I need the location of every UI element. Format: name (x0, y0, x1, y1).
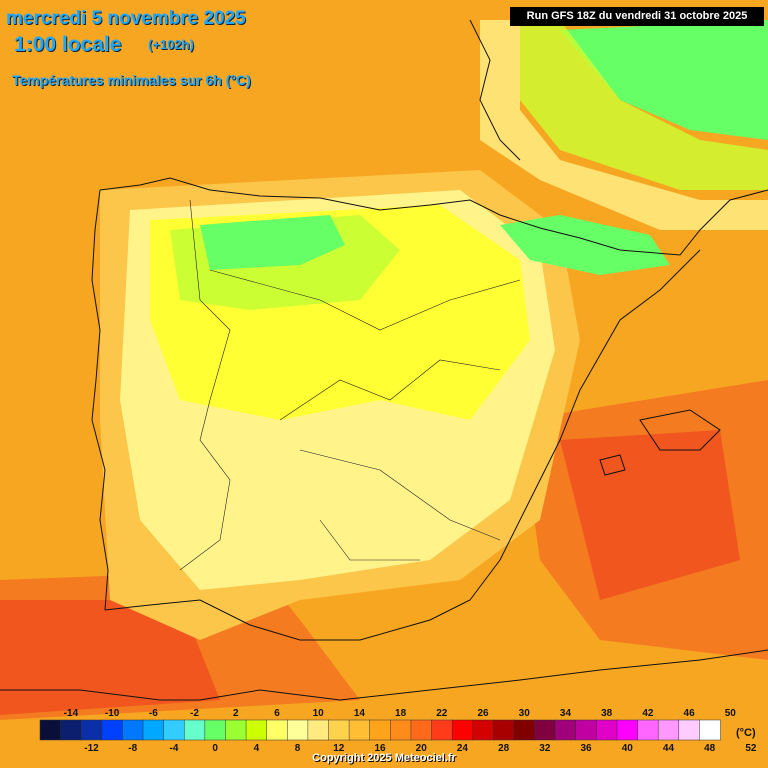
internal-borders (179, 199, 521, 571)
sea-hot-zone-east (560, 430, 740, 600)
legend-unit: (°C) (736, 727, 756, 739)
france-yellow (480, 20, 768, 230)
parameter-title: Températures minimales sur 6h (°C) (12, 72, 251, 88)
alps-lime (520, 20, 768, 190)
run-info-banner: Run GFS 18Z du vendredi 31 octobre 2025 (510, 7, 764, 26)
pyrenees-green (500, 215, 670, 275)
land-green-northwest (200, 215, 345, 270)
time-title: 1:00 locale (14, 33, 122, 56)
coastlines (0, 19, 768, 701)
date-title: mercredi 5 novembre 2025 (6, 8, 246, 29)
copyright-text: Copyright 2025 Meteociel.fr (312, 752, 456, 764)
alps-green (560, 20, 768, 140)
sea-hot-zone-southwest (0, 600, 220, 715)
forecast-offset: (+102h) (148, 37, 194, 52)
